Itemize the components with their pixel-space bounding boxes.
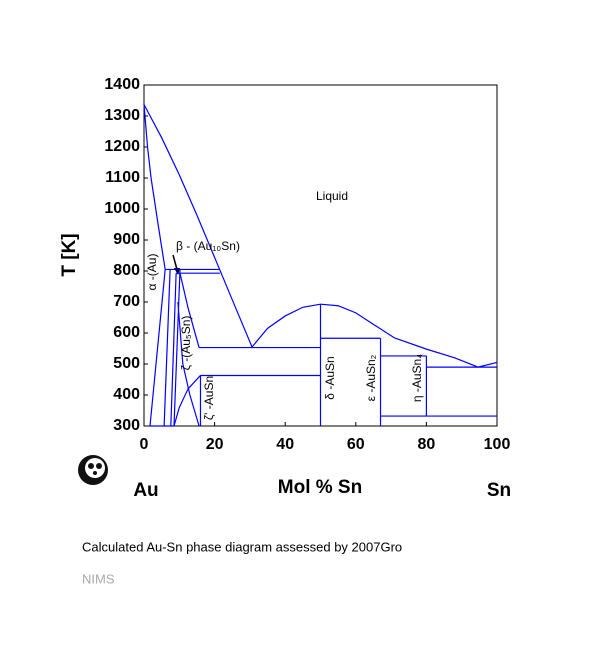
phase-label: ε -AuSn₂ [364,354,378,401]
phase-boundary [149,269,166,427]
panda-icon [78,455,108,485]
y-tick-label: 300 [113,417,140,434]
x-tick-label: 60 [347,436,365,453]
phase-label: ζ' -AuSn [202,376,216,420]
phase-label: δ -AuSn [323,356,337,399]
phase-boundary [143,104,253,348]
phase-boundary [177,301,200,427]
y-tick-label: 400 [113,386,140,403]
x-tick-label: 40 [276,436,294,453]
phase-label: α -(Au) [145,254,159,291]
caption: Calculated Au-Sn phase diagram assessed … [82,539,402,554]
phase-boundary [173,375,201,427]
source: NIMS [82,571,115,586]
y-tick-label: 800 [113,262,140,279]
y-tick-label: 1100 [105,169,140,186]
phase-label: β - (Au₁₀Sn) [176,239,240,253]
y-tick-label: 1400 [104,76,140,93]
phase-boundary [394,337,498,368]
y-tick-label: 1200 [104,138,140,155]
y-tick-label: 1300 [104,107,140,124]
phase-boundary [170,273,177,427]
y-tick-label: 600 [113,324,140,341]
phase-boundary [251,303,395,348]
x-tick-label: 100 [484,436,511,453]
y-tick-label: 500 [113,355,140,372]
x-tick-label: 80 [418,436,436,453]
phase-boundary [173,269,181,427]
y-tick-label: 700 [113,293,140,310]
x-tick-label: 20 [206,436,224,453]
phase-boundary [179,273,200,348]
phase-label: Liquid [316,189,348,203]
right-element: Sn [487,480,511,501]
phase-boundary [163,269,171,427]
left-element: Au [133,480,158,501]
x-axis-label: Mol % Sn [278,477,362,498]
y-tick-label: 900 [113,231,140,248]
y-tick-label: 1000 [104,200,140,217]
phase-boundary [143,104,166,270]
phase-label: ζ -(Au₅Sn) [179,316,193,371]
y-axis-label: T [K] [59,233,80,276]
phase-label: η -AuSn₄ [410,354,424,402]
x-tick-label: 0 [140,436,149,453]
